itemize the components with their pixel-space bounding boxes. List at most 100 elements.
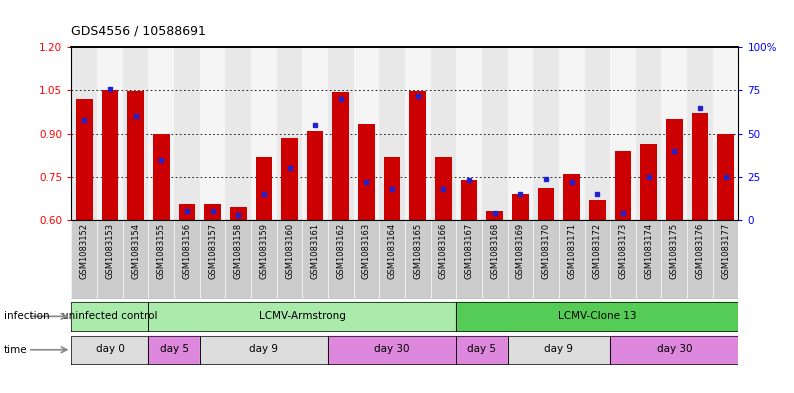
Bar — [276, 47, 303, 220]
Bar — [461, 180, 477, 220]
Bar — [507, 47, 534, 220]
Bar — [507, 336, 610, 364]
Text: GSM1083159: GSM1083159 — [260, 223, 268, 279]
Bar — [306, 131, 323, 220]
Text: GSM1083166: GSM1083166 — [439, 223, 448, 279]
Bar — [256, 157, 272, 220]
Text: GSM1083152: GSM1083152 — [79, 223, 89, 279]
Text: GSM1083158: GSM1083158 — [233, 223, 243, 279]
Bar — [200, 336, 328, 364]
Bar — [482, 47, 507, 220]
Bar — [358, 123, 375, 220]
Bar — [717, 134, 734, 220]
Bar — [328, 336, 457, 364]
Bar — [281, 138, 298, 220]
Bar — [482, 220, 507, 299]
Bar — [687, 220, 713, 299]
Bar — [71, 220, 97, 299]
Bar — [251, 47, 276, 220]
Bar — [97, 220, 123, 299]
Bar — [610, 220, 636, 299]
Text: GSM1083171: GSM1083171 — [567, 223, 576, 279]
Bar — [127, 91, 144, 220]
Bar — [661, 47, 687, 220]
Text: GSM1083176: GSM1083176 — [696, 223, 704, 279]
Bar — [225, 220, 251, 299]
Bar — [610, 336, 738, 364]
Bar — [200, 47, 225, 220]
Text: GSM1083161: GSM1083161 — [310, 223, 320, 279]
Text: GSM1083162: GSM1083162 — [337, 223, 345, 279]
Text: day 5: day 5 — [468, 344, 496, 354]
Text: GSM1083164: GSM1083164 — [387, 223, 397, 279]
Bar — [148, 220, 174, 299]
Bar — [225, 47, 251, 220]
Text: GSM1083163: GSM1083163 — [362, 223, 371, 279]
Bar — [71, 302, 148, 331]
Bar — [507, 220, 534, 299]
Bar — [328, 47, 353, 220]
Bar — [584, 47, 610, 220]
Text: day 30: day 30 — [374, 344, 410, 354]
Bar — [534, 47, 559, 220]
Text: day 9: day 9 — [545, 344, 573, 354]
Bar — [97, 47, 123, 220]
Bar — [457, 302, 738, 331]
Text: GSM1083160: GSM1083160 — [285, 223, 294, 279]
Bar — [661, 220, 687, 299]
Bar — [384, 157, 400, 220]
Bar — [666, 119, 683, 220]
Bar — [153, 134, 170, 220]
Bar — [410, 91, 426, 220]
Bar — [559, 220, 584, 299]
Bar — [71, 47, 97, 220]
Text: GSM1083157: GSM1083157 — [208, 223, 217, 279]
Bar — [333, 92, 349, 220]
Text: GSM1083168: GSM1083168 — [490, 223, 499, 279]
Bar — [303, 220, 328, 299]
Bar — [457, 336, 507, 364]
Bar — [76, 99, 93, 220]
Text: time: time — [4, 345, 28, 355]
Text: GSM1083153: GSM1083153 — [106, 223, 114, 279]
Bar — [405, 47, 430, 220]
Text: GSM1083172: GSM1083172 — [593, 223, 602, 279]
Bar — [636, 220, 661, 299]
Bar — [230, 207, 246, 220]
Bar — [457, 220, 482, 299]
Text: GSM1083154: GSM1083154 — [131, 223, 140, 279]
Bar — [123, 220, 148, 299]
Bar — [584, 220, 610, 299]
Bar — [380, 220, 405, 299]
Text: GSM1083169: GSM1083169 — [516, 223, 525, 279]
Bar — [538, 188, 554, 220]
Bar — [687, 47, 713, 220]
Bar — [380, 47, 405, 220]
Bar — [713, 47, 738, 220]
Bar — [148, 47, 174, 220]
Text: day 9: day 9 — [249, 344, 279, 354]
Text: day 0: day 0 — [95, 344, 125, 354]
Text: GSM1083165: GSM1083165 — [413, 223, 422, 279]
Bar — [534, 220, 559, 299]
Bar — [640, 144, 657, 220]
Bar — [405, 220, 430, 299]
Text: day 5: day 5 — [160, 344, 188, 354]
Bar — [636, 47, 661, 220]
Bar — [251, 220, 276, 299]
Text: GSM1083175: GSM1083175 — [670, 223, 679, 279]
Bar — [71, 336, 148, 364]
Bar — [512, 194, 529, 220]
Text: uninfected control: uninfected control — [62, 311, 158, 321]
Text: GSM1083156: GSM1083156 — [183, 223, 191, 279]
Bar — [200, 220, 225, 299]
Text: GSM1083155: GSM1083155 — [156, 223, 166, 279]
Bar — [303, 47, 328, 220]
Text: LCMV-Clone 13: LCMV-Clone 13 — [558, 311, 637, 321]
Text: infection: infection — [4, 311, 49, 321]
Bar — [692, 114, 708, 220]
Bar — [430, 220, 457, 299]
Text: GSM1083177: GSM1083177 — [721, 223, 730, 279]
Text: LCMV-Armstrong: LCMV-Armstrong — [259, 311, 345, 321]
Bar — [610, 47, 636, 220]
